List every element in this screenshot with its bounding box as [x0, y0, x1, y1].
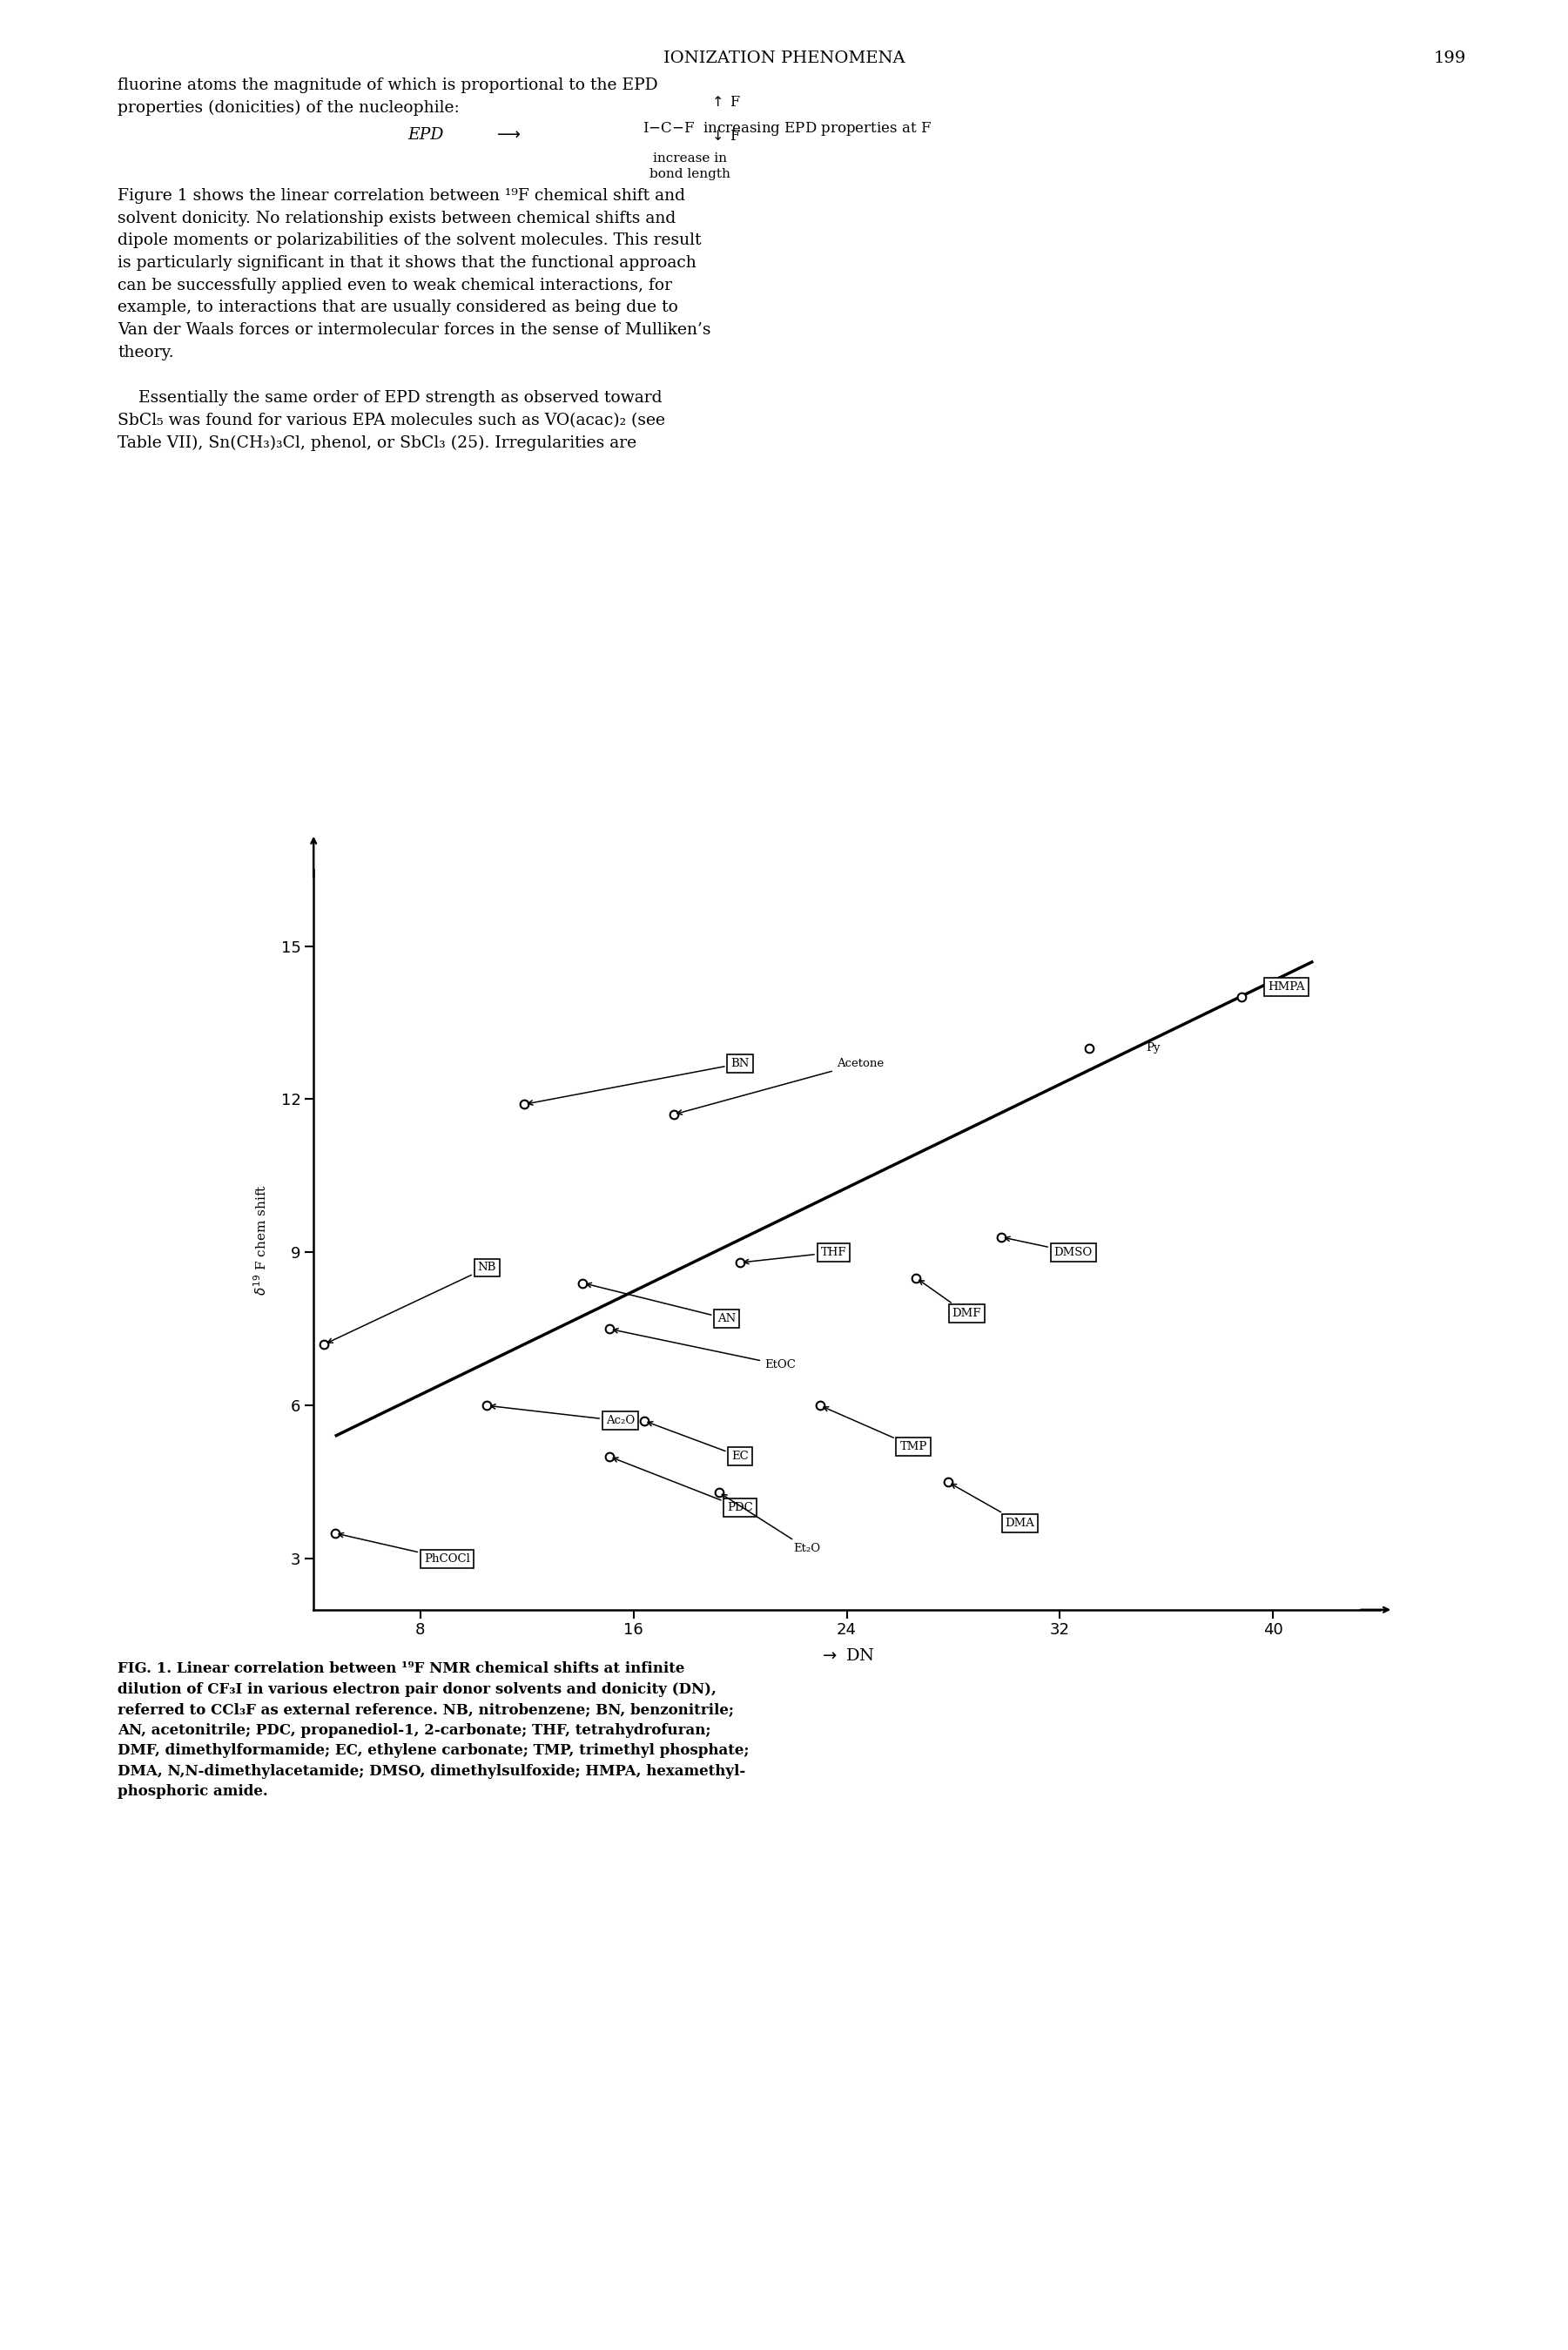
Text: DMSO: DMSO	[1005, 1236, 1093, 1257]
Text: HMPA: HMPA	[1269, 982, 1305, 992]
Text: BN: BN	[528, 1058, 750, 1104]
Text: AN: AN	[586, 1283, 735, 1325]
Text: Ac₂O: Ac₂O	[491, 1405, 635, 1426]
Text: Et₂O: Et₂O	[721, 1495, 820, 1553]
Text: $\longrightarrow$: $\longrightarrow$	[494, 125, 522, 141]
Text: DMF: DMF	[919, 1281, 982, 1318]
Text: PDC: PDC	[613, 1457, 753, 1513]
Text: PhCOCl: PhCOCl	[339, 1532, 470, 1565]
Text: increase in
bond length: increase in bond length	[649, 153, 731, 181]
Text: EC: EC	[648, 1422, 748, 1462]
Text: IONIZATION PHENOMENA: IONIZATION PHENOMENA	[663, 49, 905, 66]
Text: Acetone: Acetone	[677, 1058, 884, 1114]
Text: fluorine atoms the magnitude of which is proportional to the EPD
properties (don: fluorine atoms the magnitude of which is…	[118, 78, 659, 115]
Y-axis label: $\delta^{19}$ F chem shift: $\delta^{19}$ F chem shift	[252, 1184, 268, 1295]
Text: Essentially the same order of EPD strength as observed toward
SbCl₅ was found fo: Essentially the same order of EPD streng…	[118, 390, 665, 451]
Text: EPD: EPD	[408, 127, 444, 143]
Text: Py: Py	[1146, 1043, 1160, 1053]
Text: $\downarrow$ F: $\downarrow$ F	[709, 129, 742, 143]
Text: I$-$C$-$F  increasing EPD properties at F: I$-$C$-$F increasing EPD properties at F	[643, 120, 931, 136]
Text: 199: 199	[1433, 49, 1466, 66]
Text: NB: NB	[328, 1262, 495, 1342]
Text: TMP: TMP	[823, 1408, 927, 1452]
Text: DMA: DMA	[952, 1485, 1035, 1528]
Text: FIG. 1. Linear correlation between ¹⁹F NMR chemical shifts at infinite
dilution : FIG. 1. Linear correlation between ¹⁹F N…	[118, 1661, 750, 1800]
X-axis label: $\rightarrow$ DN: $\rightarrow$ DN	[818, 1647, 875, 1664]
Text: THF: THF	[743, 1248, 847, 1264]
Text: EtOC: EtOC	[613, 1328, 795, 1370]
Text: Figure 1 shows the linear correlation between ¹⁹F chemical shift and
solvent don: Figure 1 shows the linear correlation be…	[118, 188, 710, 360]
Text: $\uparrow$ F: $\uparrow$ F	[709, 94, 742, 108]
